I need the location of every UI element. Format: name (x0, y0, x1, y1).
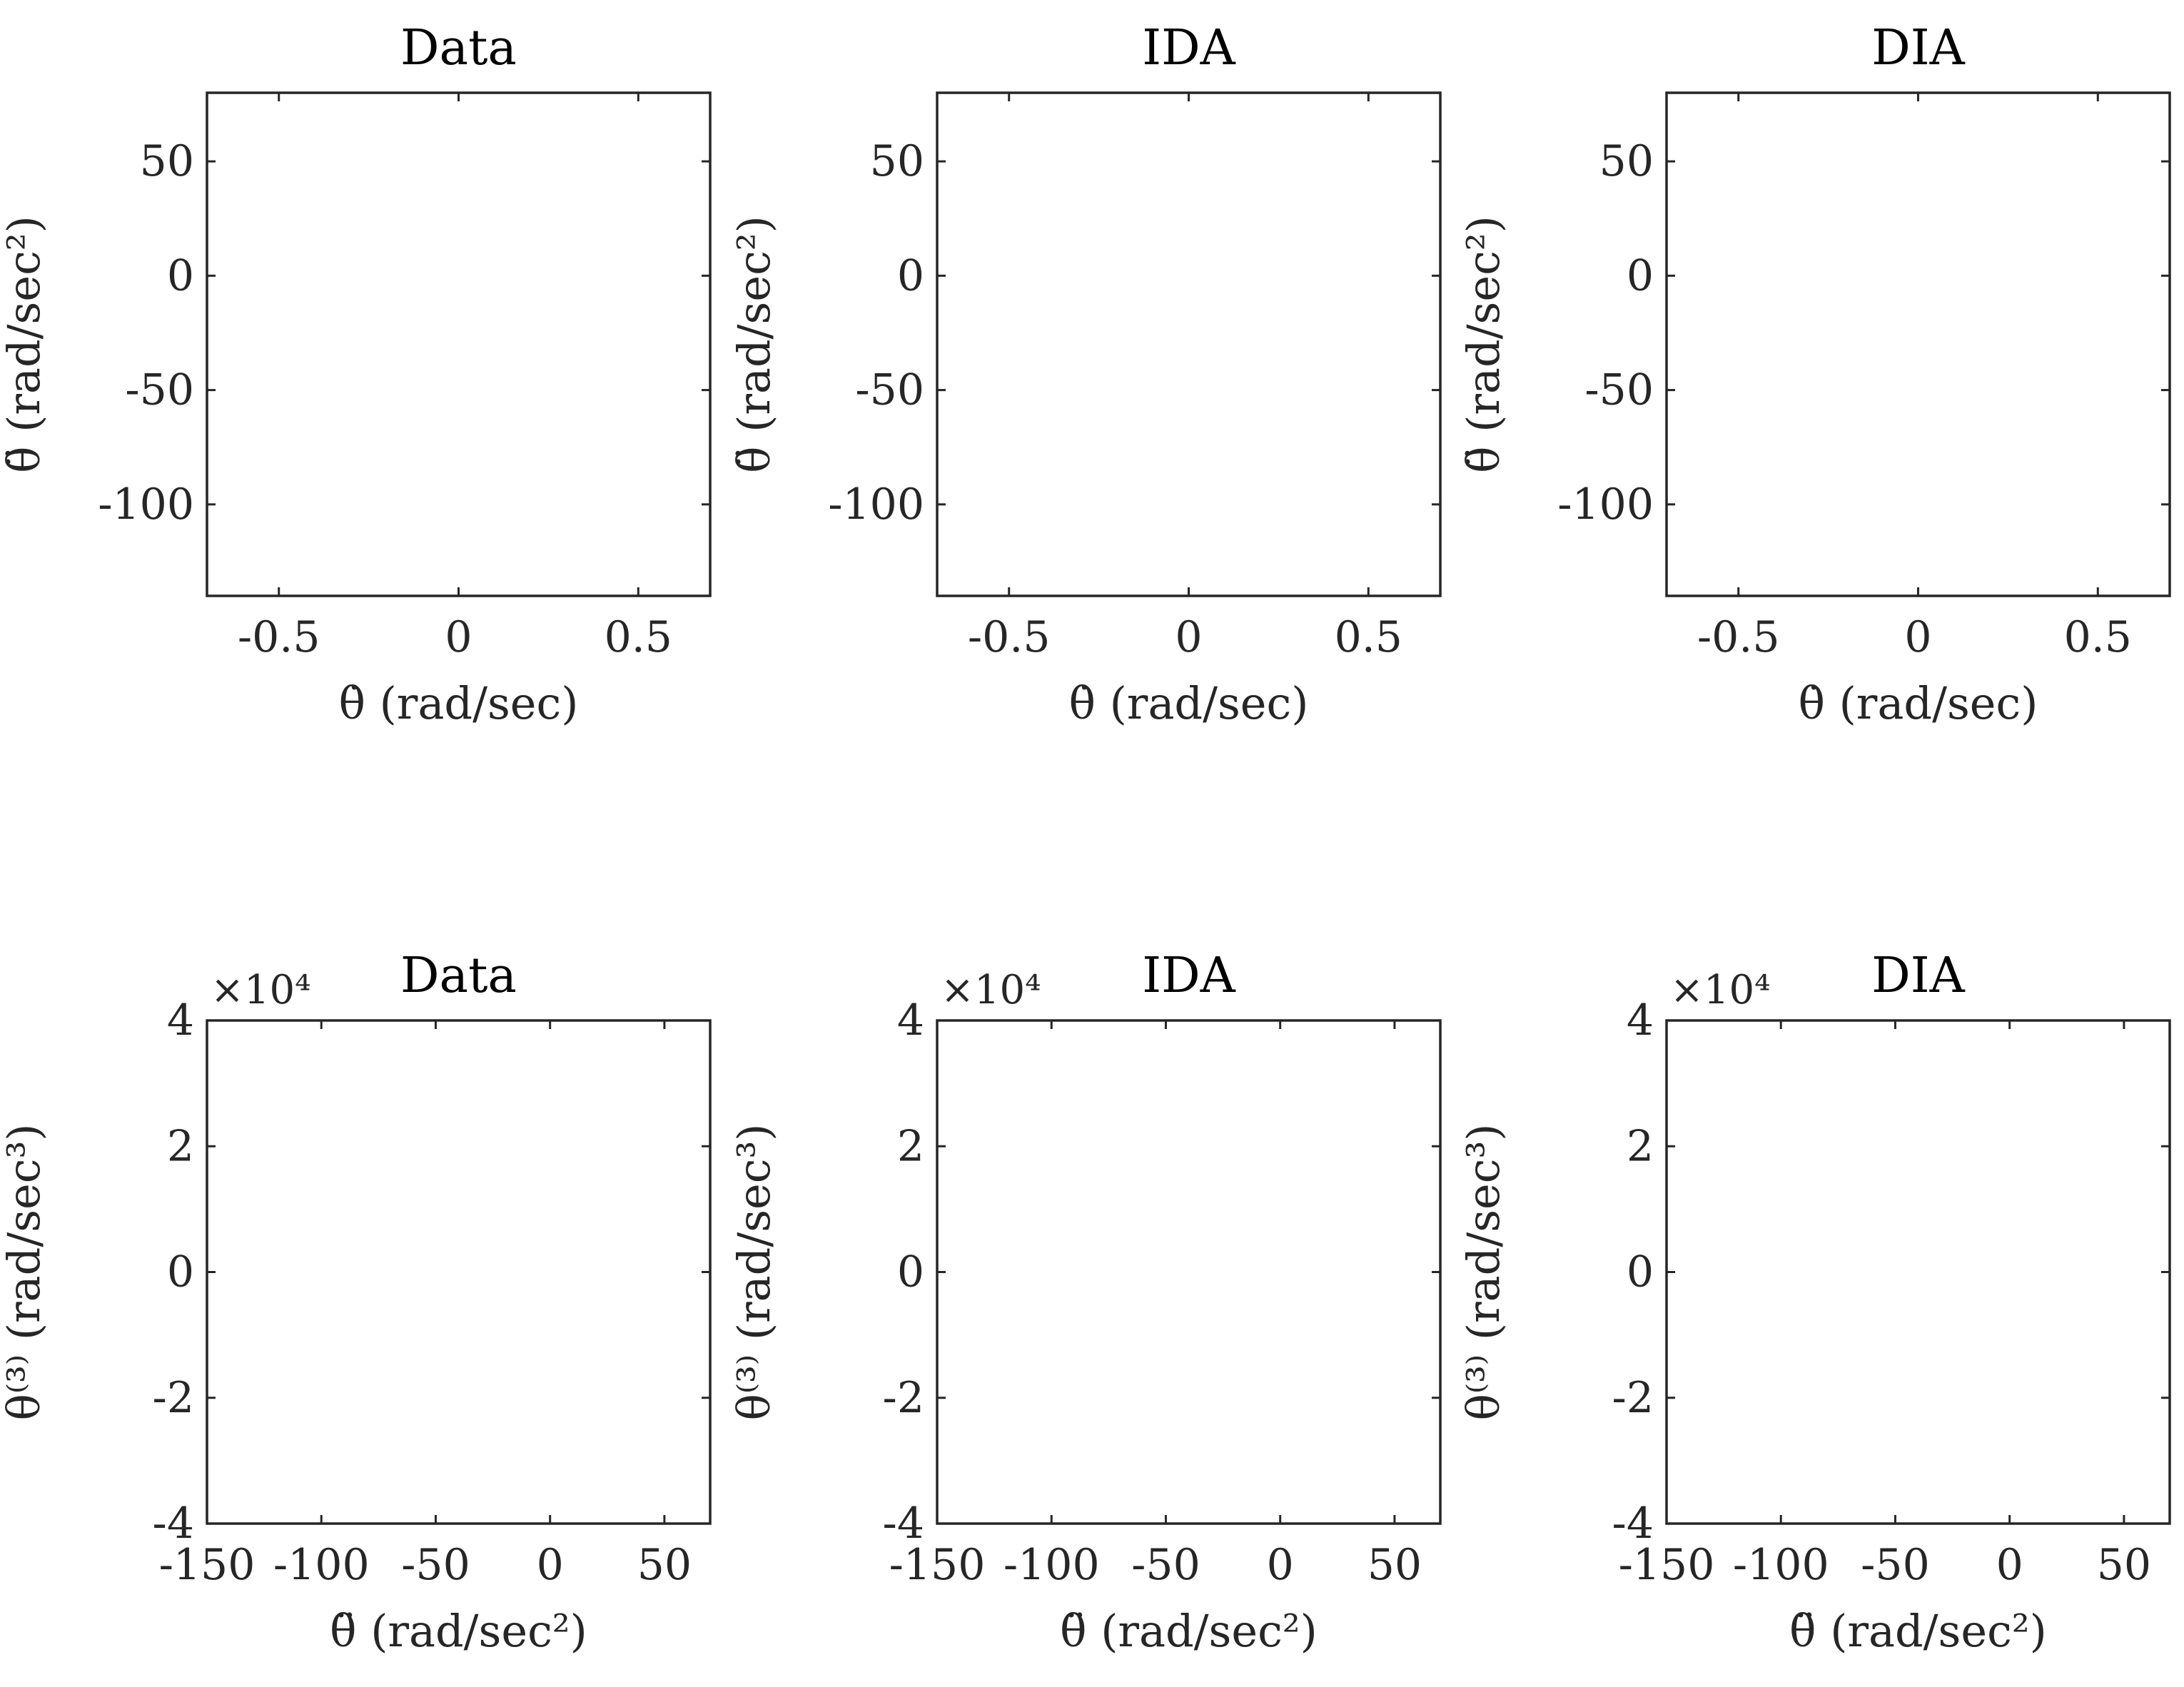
panel-title: DIA (1871, 948, 1965, 1004)
x-tick-label: 50 (1367, 1540, 1422, 1590)
x-tick-label: -150 (159, 1540, 256, 1590)
x-tick-label: -0.5 (238, 612, 320, 662)
y-tick-label: -100 (1557, 480, 1654, 530)
y-exponent-label: ×10⁴ (1670, 967, 1771, 1013)
y-tick-label: -2 (883, 1373, 924, 1423)
panel-top-dia: -0.5 0 0.5 -100 -50 0 50 DIA θ̇ (rad/sec) θ̈ (rad… (1457, 20, 2171, 729)
y-tick-label: 50 (1599, 136, 1654, 186)
x-tick-label: -100 (1733, 1540, 1829, 1590)
x-tick-label: -50 (401, 1540, 470, 1590)
y-tick-label: -2 (1612, 1373, 1654, 1423)
y-tick-label: -4 (883, 1499, 924, 1549)
y-tick-label: -50 (855, 365, 924, 415)
panel-bottom-ida: -150 -100 -50 0 50 -4 -2 0 2 4 IDA ×10⁴ θ̈ (rad/sec²… (728, 948, 1442, 1657)
x-tick-label: 0.5 (1335, 612, 1402, 662)
y-exponent-label: ×10⁴ (211, 967, 311, 1013)
x-tick-label: 0 (1996, 1540, 2023, 1590)
x-tick-label: 0 (1267, 1540, 1294, 1590)
panel-title: DIA (1871, 20, 1965, 76)
x-axis-label: θ̈ (rad/sec²) (1060, 1605, 1318, 1657)
y-tick-label: -4 (1612, 1499, 1654, 1549)
y-tick-label: -2 (153, 1373, 194, 1423)
axis-frame (206, 91, 712, 597)
x-tick-label: 0.5 (2064, 612, 2132, 662)
y-tick-label: -100 (828, 480, 924, 530)
y-tick-label: 0 (167, 1247, 194, 1297)
x-tick-label: 0 (1904, 612, 1931, 662)
y-tick-label: 0 (167, 250, 194, 300)
x-axis-label: θ̈ (rad/sec²) (330, 1605, 587, 1657)
y-tick-label: 2 (167, 1121, 194, 1171)
x-axis-label: θ̇ (rad/sec) (1799, 677, 2038, 729)
x-tick-label: -150 (889, 1540, 986, 1590)
y-tick-label: 0 (1627, 1247, 1654, 1297)
panel-top-ida: -0.5 0 0.5 -100 -50 0 50 IDA θ̇ (rad/sec) θ̈ (rad… (728, 20, 1442, 729)
x-tick-label: -100 (273, 1540, 370, 1590)
y-tick-label: 4 (897, 996, 924, 1045)
y-tick-label: 0 (897, 250, 924, 300)
x-tick-label: -50 (1131, 1540, 1200, 1590)
panel-bottom-data: -150 -100 -50 0 50 -4 -2 0 2 4 Data ×10⁴ θ̈ (rad/sec… (0, 948, 712, 1657)
panel-bottom-dia: -150 -100 -50 0 50 -4 -2 0 2 4 DIA ×10⁴ θ̈ (rad/sec²… (1457, 948, 2171, 1657)
y-tick-label: 50 (870, 136, 924, 186)
y-axis-label: θ⁽³⁾ (rad/sec³) (728, 1124, 780, 1421)
panel-title: Data (400, 948, 517, 1004)
x-tick-label: -0.5 (1697, 612, 1780, 662)
x-tick-label: -100 (1003, 1540, 1100, 1590)
panel-top-data: -0.5 0 0.5 -100 -50 0 50 Data θ̇ (rad/sec) θ̈ (ra… (0, 20, 712, 729)
y-tick-label: -50 (1584, 365, 1654, 415)
y-tick-label: 4 (1627, 996, 1654, 1045)
x-tick-label: 0.5 (605, 612, 672, 662)
x-tick-label: -50 (1861, 1540, 1930, 1590)
y-axis-label: θ̈ (rad/sec²) (0, 216, 50, 473)
x-tick-label: -0.5 (968, 612, 1051, 662)
panel-title: Data (400, 20, 517, 76)
y-axis-label: θ⁽³⁾ (rad/sec³) (0, 1124, 50, 1421)
axis-frame (1665, 1019, 2171, 1525)
axis-frame (1665, 91, 2171, 597)
y-tick-label: 0 (1627, 250, 1654, 300)
x-tick-label: 50 (2097, 1540, 2151, 1590)
y-tick-label: -4 (153, 1499, 194, 1549)
y-tick-label: 2 (1627, 1121, 1654, 1171)
y-tick-label: -50 (125, 365, 194, 415)
axis-frame (206, 1019, 712, 1525)
x-axis-label: θ̇ (rad/sec) (1069, 677, 1309, 729)
y-tick-label: 0 (897, 1247, 924, 1297)
panel-title: IDA (1142, 948, 1235, 1004)
x-tick-label: 0 (537, 1540, 564, 1590)
x-axis-label: θ̇ (rad/sec) (339, 677, 579, 729)
y-tick-label: 50 (140, 136, 194, 186)
y-axis-label: θ⁽³⁾ (rad/sec³) (1457, 1124, 1510, 1421)
x-axis-label: θ̈ (rad/sec²) (1789, 1605, 2047, 1657)
x-tick-label: 0 (445, 612, 472, 662)
axis-frame (936, 1019, 1442, 1525)
x-tick-label: 0 (1175, 612, 1202, 662)
panel-title: IDA (1142, 20, 1235, 76)
y-tick-label: 2 (897, 1121, 924, 1171)
y-tick-label: 4 (167, 996, 194, 1045)
y-tick-label: -100 (98, 480, 194, 530)
y-exponent-label: ×10⁴ (941, 967, 1041, 1013)
axis-frame (936, 91, 1442, 597)
y-axis-label: θ̈ (rad/sec²) (728, 216, 780, 473)
y-axis-label: θ̈ (rad/sec²) (1457, 216, 1510, 473)
x-tick-label: -150 (1619, 1540, 1715, 1590)
x-tick-label: 50 (637, 1540, 692, 1590)
